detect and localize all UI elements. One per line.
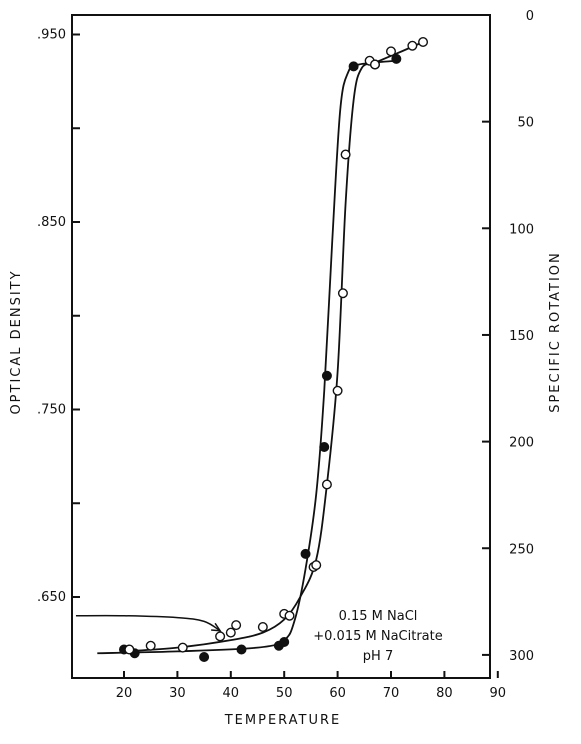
open-data-point <box>284 610 295 621</box>
open-data-point <box>225 627 236 638</box>
arrow-line <box>75 614 221 632</box>
y2-tick-label: 250 <box>509 542 534 557</box>
open-data-point <box>321 479 332 490</box>
open-data-point <box>231 620 242 631</box>
y-axis-title: OPTICAL DENSITY <box>9 269 24 414</box>
open-data-point <box>311 560 322 571</box>
open-data-point <box>418 37 429 48</box>
series-2-curve <box>123 41 424 653</box>
curves <box>97 41 424 655</box>
y2-tick-label: 300 <box>509 649 534 664</box>
y-tick-label: .950 <box>37 28 66 43</box>
open-data-point <box>215 631 226 642</box>
x-tick-label: 50 <box>276 686 293 701</box>
data-points <box>118 37 429 663</box>
x-tick-label: 60 <box>329 686 346 701</box>
arrow <box>75 614 222 632</box>
arrow-head <box>211 622 222 632</box>
x-tick-label: 80 <box>436 686 453 701</box>
open-data-point <box>257 622 268 633</box>
series-1-curve <box>97 59 397 655</box>
x-axis-title: TEMPERATURE <box>224 713 342 728</box>
filled-data-point <box>391 53 402 64</box>
bottom-axis: 20 30 40 50 60 70 80 90 <box>116 671 506 701</box>
plot-frame <box>71 14 491 679</box>
y2-tick-label: 150 <box>509 329 534 344</box>
filled-data-point <box>199 652 210 663</box>
open-data-point <box>124 644 135 655</box>
annotation-line-1: 0.15 M NaCl <box>339 609 418 624</box>
y2-tick-label: 0 <box>526 9 534 24</box>
open-data-point <box>369 59 380 70</box>
filled-data-point <box>300 548 311 559</box>
y-tick-label: .650 <box>37 590 66 605</box>
left-axis: .650 .750 .850 .950 <box>37 28 80 605</box>
x-tick-label: 30 <box>169 686 186 701</box>
y2-tick-label: 50 <box>517 116 534 131</box>
annotation: 0.15 M NaCl +0.015 M NaCitrate pH 7 <box>313 609 442 664</box>
x-tick-label: 70 <box>383 686 400 701</box>
x-tick-label: 90 <box>490 686 507 701</box>
right-axis: 0 50 100 150 200 250 300 <box>482 9 534 664</box>
y-tick-label: .850 <box>37 215 66 230</box>
annotation-line-2: +0.015 M NaCitrate <box>313 629 442 644</box>
annotation-line-3: pH 7 <box>363 649 393 664</box>
filled-data-point <box>319 442 330 453</box>
filled-data-point <box>279 637 290 648</box>
open-data-point <box>386 46 397 57</box>
filled-data-point <box>236 644 247 655</box>
open-data-point <box>332 385 343 396</box>
open-data-point <box>407 40 418 51</box>
open-data-point <box>340 149 351 160</box>
open-data-point <box>145 640 156 651</box>
y2-tick-label: 200 <box>509 436 534 451</box>
y2-axis-title: SPECIFIC ROTATION <box>548 251 563 413</box>
filled-data-point <box>348 61 359 72</box>
open-data-point <box>177 642 188 653</box>
filled-data-point <box>321 370 332 381</box>
x-tick-label: 20 <box>116 686 133 701</box>
x-tick-label: 40 <box>223 686 240 701</box>
y-tick-label: .750 <box>37 403 66 418</box>
open-data-point <box>337 288 348 299</box>
y2-tick-label: 100 <box>509 222 534 237</box>
